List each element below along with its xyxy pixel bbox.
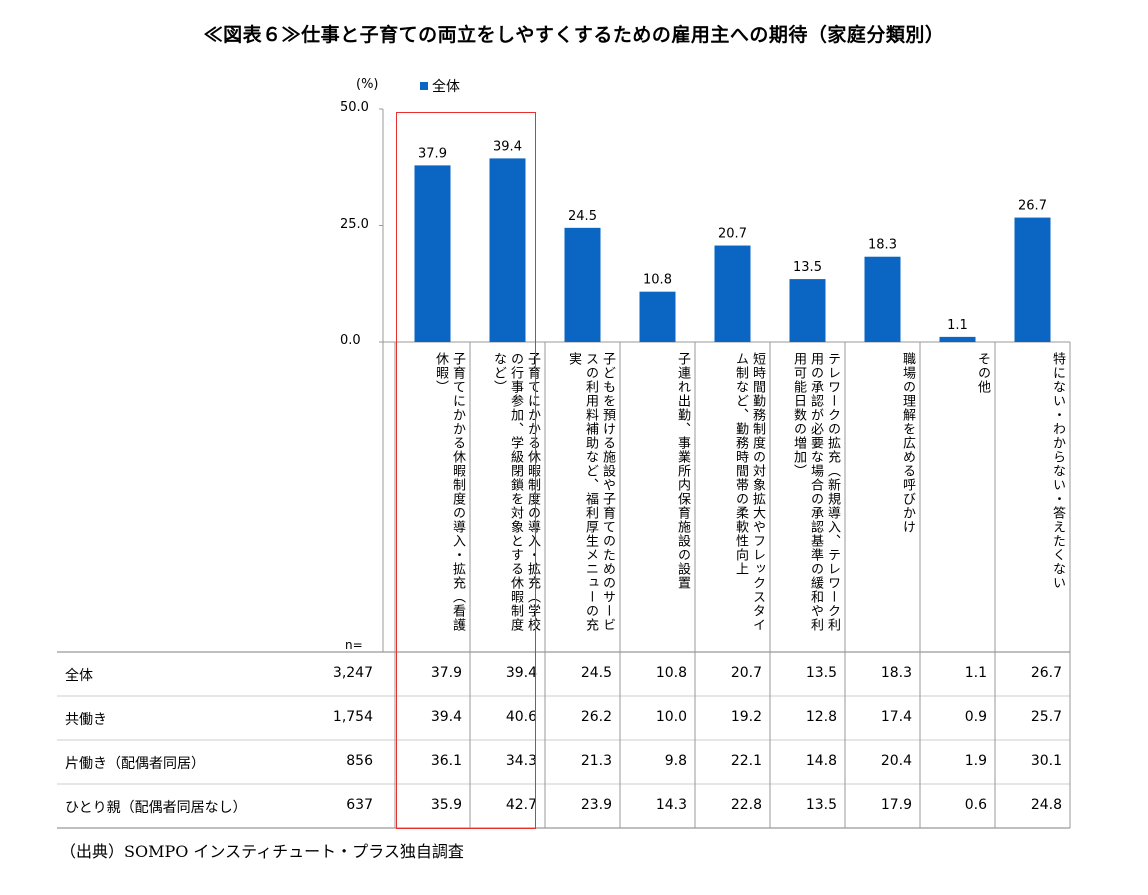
bar (414, 165, 451, 342)
bar-value-label: 10.8 (643, 273, 672, 288)
bar-value-label: 13.5 (793, 260, 822, 275)
table-cell: 26.7 (1030, 665, 1062, 681)
table-cell: 25.7 (1030, 709, 1062, 725)
bar-value-label: 20.7 (718, 227, 747, 242)
table-cell: 23.9 (580, 797, 612, 813)
table-row-label: 共働き (65, 712, 107, 728)
table-row-n: 1,754 (332, 709, 373, 725)
bar (864, 256, 901, 342)
table-cell: 35.9 (430, 797, 462, 813)
bar (489, 158, 526, 342)
table-cell: 13.5 (805, 797, 837, 813)
bar (1014, 217, 1051, 342)
bar (714, 245, 751, 342)
table-cell: 0.9 (964, 709, 987, 725)
category-label: 短時間勤務制度の対象拡大やフレックスタイム制など、勤務時間帯の柔軟性向上 (733, 352, 765, 632)
bar (939, 336, 976, 342)
table-cell: 0.6 (964, 797, 987, 813)
table-cell: 20.7 (730, 665, 762, 681)
source-note: （出典）SOMPO インスティチュート・プラス独自調査 (60, 842, 464, 861)
bar-value-label: 37.9 (418, 146, 447, 161)
table-cell: 30.1 (1030, 753, 1062, 769)
bar-value-label: 18.3 (868, 238, 897, 253)
table-cell: 24.5 (580, 665, 612, 681)
table-cell: 22.1 (730, 753, 762, 769)
table-cell: 10.0 (655, 709, 687, 725)
legend: 全体 (420, 76, 460, 96)
bar-value-label: 1.1 (947, 318, 968, 333)
table-cell: 12.8 (805, 709, 837, 725)
table-row-label: 全体 (65, 668, 93, 684)
category-label: 子育てにかかる休暇制度の導入・拡充（学校の行事参加、学級閉鎖を対象とする休暇制度… (491, 352, 540, 632)
table-cell: 19.2 (730, 709, 762, 725)
table-cell: 37.9 (430, 665, 462, 681)
bar-value-label: 26.7 (1018, 199, 1047, 214)
category-label: その他 (975, 352, 990, 394)
table-cell: 26.2 (580, 709, 612, 725)
table-row-label: ひとり親（配偶者同居なし） (65, 800, 247, 816)
table-cell: 34.3 (505, 753, 537, 769)
table-cell: 40.6 (505, 709, 537, 725)
table-cell: 14.8 (805, 753, 837, 769)
table-cell: 36.1 (430, 753, 462, 769)
legend-label: 全体 (432, 79, 460, 95)
table-cell: 18.3 (880, 665, 912, 681)
table-cell: 1.9 (964, 753, 987, 769)
table-cell: 13.5 (805, 665, 837, 681)
y-tick-label: 0.0 (340, 333, 361, 348)
table-cell: 39.4 (430, 709, 462, 725)
category-label: 子連れ出勤、事業所内保育施設の設置 (675, 352, 690, 590)
y-tick-label: 25.0 (340, 216, 369, 232)
bar-value-label: 24.5 (568, 209, 597, 224)
table-cell: 42.7 (505, 797, 537, 813)
category-label: 子どもを預ける施設や子育てのためのサービスの利用料補助など、福利厚生メニューの充… (566, 352, 615, 632)
legend-swatch (420, 82, 428, 90)
table-cell: 9.8 (664, 753, 687, 769)
chart-title: ≪図表６≫仕事と子育ての両立をしやすくするための雇用主への期待（家庭分類別） (203, 24, 945, 46)
table-cell: 21.3 (580, 753, 612, 769)
table-cell: 24.8 (1030, 797, 1062, 813)
table-row-n: 3,247 (332, 665, 373, 681)
table-cell: 17.9 (880, 797, 912, 813)
category-label: テレワークの拡充（新規導入、テレワーク利用の承認が必要な場合の承認基準の緩和や利… (791, 352, 840, 632)
bar-value-label: 39.4 (493, 139, 522, 154)
table-cell: 1.1 (964, 665, 987, 681)
bar (564, 227, 601, 342)
table-cell: 14.3 (655, 797, 687, 813)
category-label: 子育てにかかる休暇制度の導入・拡充（看護休暇） (433, 352, 465, 632)
table-row-label: 片働き（配偶者同居） (65, 756, 205, 772)
category-label: 職場の理解を広める呼びかけ (900, 352, 915, 534)
table-cell: 22.8 (730, 797, 762, 813)
table-row-n: 637 (346, 797, 373, 813)
y-axis-unit: (%) (356, 77, 379, 92)
table-cell: 17.4 (880, 709, 912, 725)
y-tick-label: 50.0 (340, 100, 369, 115)
bar (789, 279, 826, 342)
n-label: n= (345, 638, 363, 652)
table-cell: 39.4 (505, 665, 537, 681)
table-row-n: 856 (346, 753, 373, 769)
category-label: 特にない・わからない・答えたくない (1050, 352, 1065, 590)
table-cell: 20.4 (880, 753, 912, 769)
highlight-box (396, 112, 536, 829)
table-cell: 10.8 (655, 665, 687, 681)
bar (639, 291, 676, 342)
